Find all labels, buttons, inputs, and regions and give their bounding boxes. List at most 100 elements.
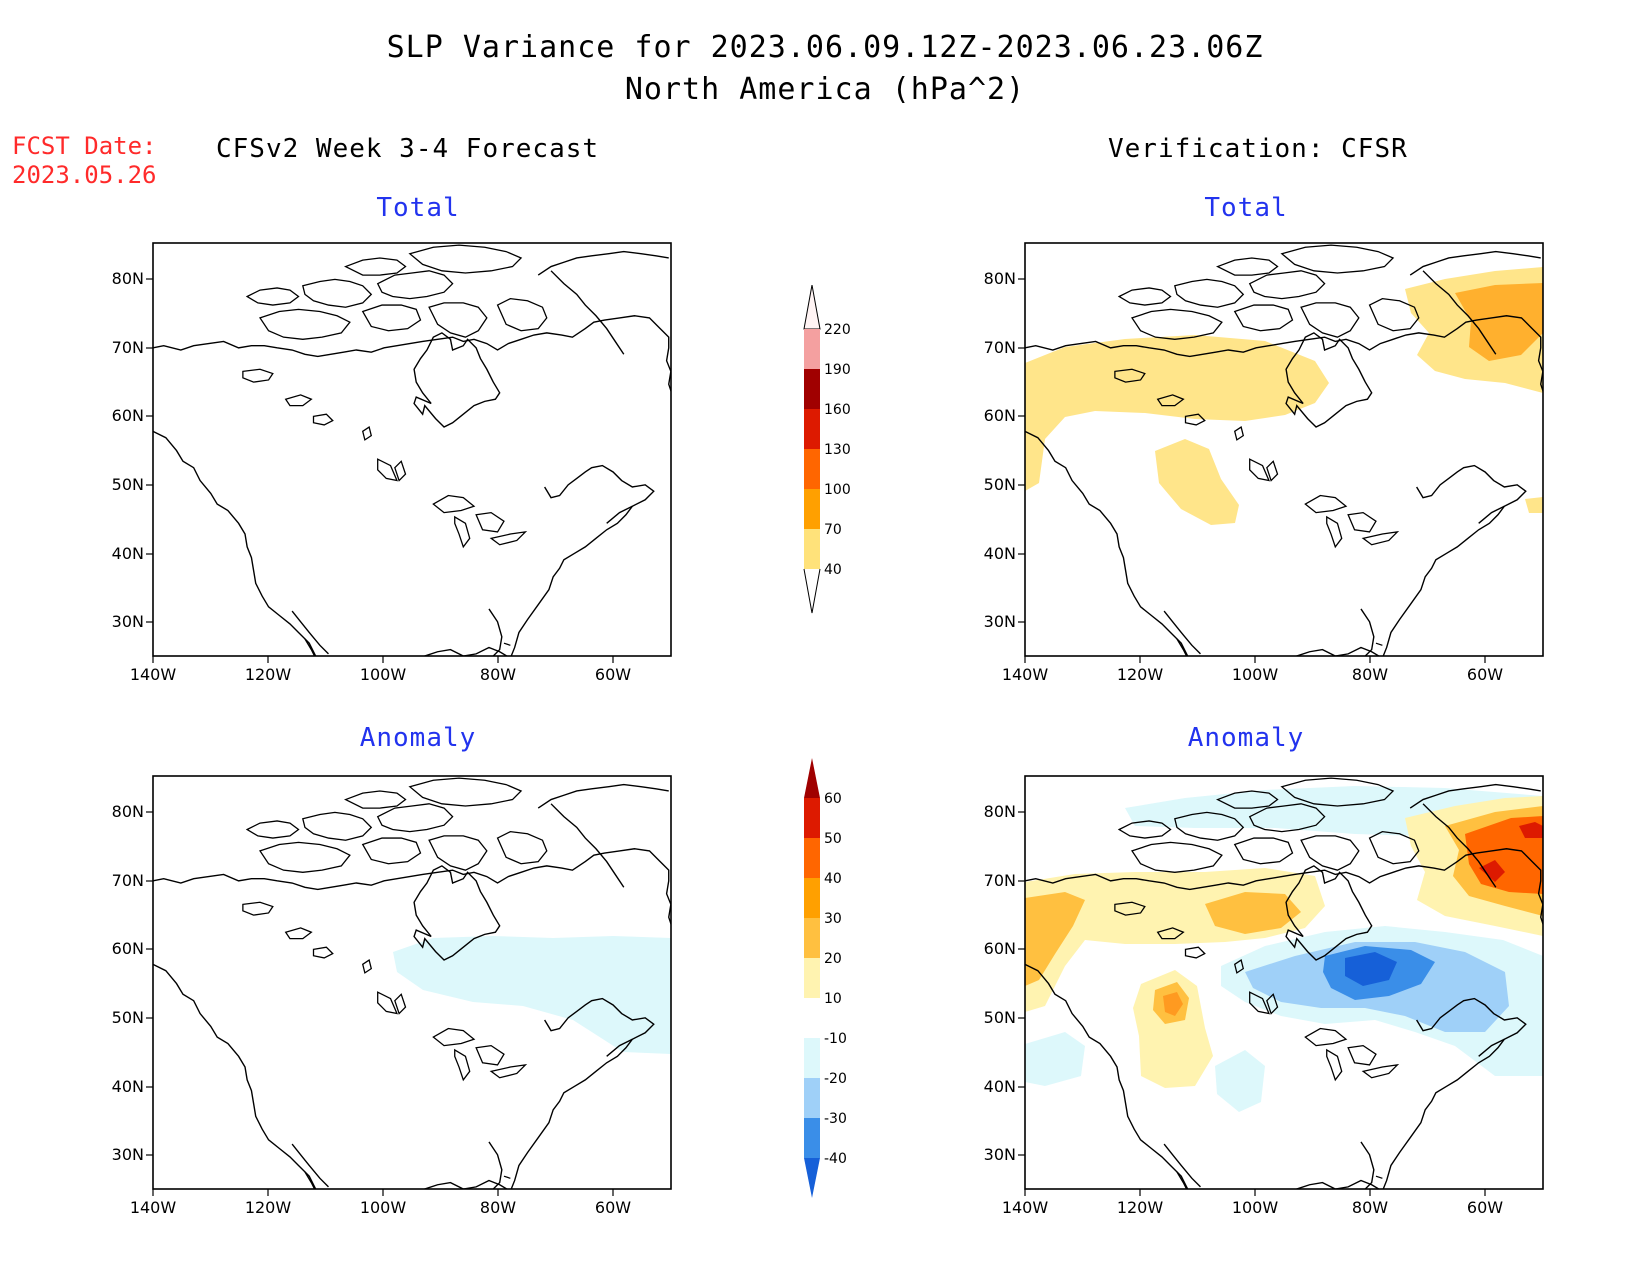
lat-label: 60N bbox=[112, 406, 144, 425]
figure-subtitle: North America (hPa^2) bbox=[624, 72, 1026, 107]
svg-text:50N: 50N bbox=[112, 1008, 144, 1027]
svg-text:60N: 60N bbox=[984, 406, 1016, 425]
svg-text:50: 50 bbox=[824, 831, 842, 847]
svg-text:100W: 100W bbox=[1232, 1198, 1279, 1217]
svg-text:60N: 60N bbox=[112, 939, 144, 958]
contour-neg10-hudson bbox=[393, 936, 671, 1054]
lat-label: 70N bbox=[112, 338, 144, 357]
cbar-swatch bbox=[804, 489, 820, 529]
cbar-swatch bbox=[804, 529, 820, 569]
svg-text:-20: -20 bbox=[824, 1071, 847, 1087]
cbar-swatch bbox=[804, 369, 820, 409]
svg-text:-40: -40 bbox=[824, 1151, 847, 1167]
svg-text:30N: 30N bbox=[984, 612, 1016, 631]
svg-text:80N: 80N bbox=[984, 269, 1016, 288]
fcst-date-value: 2023.05.26 bbox=[12, 161, 157, 189]
axis-labels: 80N 70N 60N 50N 40N 30N 140W 120W 100W 8… bbox=[112, 269, 632, 684]
cbar-swatch bbox=[804, 449, 820, 489]
svg-text:140W: 140W bbox=[130, 1198, 177, 1217]
lat-label: 40N bbox=[112, 544, 144, 563]
svg-text:40N: 40N bbox=[984, 1077, 1016, 1096]
svg-text:80N: 80N bbox=[984, 802, 1016, 821]
cbar-swatch bbox=[804, 409, 820, 449]
cbar-swatch bbox=[804, 918, 820, 958]
lat-label: 50N bbox=[112, 475, 144, 494]
svg-text:20: 20 bbox=[824, 951, 842, 967]
cbar-swatch bbox=[804, 1118, 820, 1158]
contour-40-70-west bbox=[1025, 335, 1329, 491]
svg-text:-30: -30 bbox=[824, 1111, 847, 1127]
panel-title-verification-anomaly: Anomaly bbox=[1187, 723, 1305, 753]
cbar-swatch bbox=[804, 1078, 820, 1118]
contour-40-70-prairies bbox=[1155, 439, 1239, 525]
svg-text:80W: 80W bbox=[480, 1198, 516, 1217]
svg-text:100W: 100W bbox=[1232, 665, 1279, 684]
panel-title-forecast-anomaly: Anomaly bbox=[359, 723, 477, 753]
colorbar-anomaly: 60 50 40 30 20 10 -10 -20 -30 -40 bbox=[790, 758, 870, 1212]
cbar-swatch bbox=[804, 878, 820, 918]
svg-text:80W: 80W bbox=[1352, 665, 1388, 684]
svg-text:60W: 60W bbox=[1467, 1198, 1503, 1217]
colorbar-total: 220 190 160 130 100 70 40 bbox=[790, 284, 870, 619]
left-column-header: CFSv2 Week 3-4 Forecast bbox=[216, 134, 600, 164]
cbar-swatch bbox=[804, 798, 820, 838]
figure-title: SLP Variance for 2023.06.09.12Z-2023.06.… bbox=[386, 30, 1264, 65]
svg-text:40N: 40N bbox=[984, 544, 1016, 563]
lon-label: 140W bbox=[130, 665, 177, 684]
panel-forecast-total: 80N 70N 60N 50N 40N 30N 140W 120W 100W 8… bbox=[80, 220, 700, 704]
lon-label: 120W bbox=[245, 665, 292, 684]
panel-verification-anomaly: 80N 70N 60N 50N 40N 30N 140W 120W 100W 8… bbox=[952, 753, 1572, 1237]
svg-text:100W: 100W bbox=[360, 1198, 407, 1217]
contour-70-100-greenland bbox=[1455, 283, 1543, 361]
svg-text:80W: 80W bbox=[1352, 1198, 1388, 1217]
svg-text:190: 190 bbox=[824, 362, 851, 378]
panel-forecast-anomaly: 80N 70N 60N 50N 40N 30N 140W 120W 100W 8… bbox=[80, 753, 700, 1237]
svg-text:40: 40 bbox=[824, 562, 842, 578]
svg-text:60W: 60W bbox=[595, 1198, 631, 1217]
svg-text:30N: 30N bbox=[112, 1145, 144, 1164]
panel-title-forecast-total: Total bbox=[376, 193, 460, 223]
svg-text:70N: 70N bbox=[112, 871, 144, 890]
svg-text:120W: 120W bbox=[1117, 1198, 1164, 1217]
svg-text:50N: 50N bbox=[984, 475, 1016, 494]
lat-label: 30N bbox=[112, 612, 144, 631]
svg-text:30N: 30N bbox=[984, 1145, 1016, 1164]
svg-text:60: 60 bbox=[824, 791, 842, 807]
svg-text:60W: 60W bbox=[1467, 665, 1503, 684]
lon-label: 80W bbox=[480, 665, 516, 684]
fcst-date-label: FCST Date: bbox=[12, 132, 157, 160]
svg-text:100: 100 bbox=[824, 482, 851, 498]
cbar-swatch bbox=[804, 958, 820, 998]
svg-text:120W: 120W bbox=[245, 1198, 292, 1217]
lon-label: 100W bbox=[360, 665, 407, 684]
svg-text:50N: 50N bbox=[984, 1008, 1016, 1027]
svg-text:80N: 80N bbox=[112, 802, 144, 821]
svg-text:120W: 120W bbox=[1117, 665, 1164, 684]
svg-text:160: 160 bbox=[824, 402, 851, 418]
cbar-swatch bbox=[804, 1038, 820, 1078]
lat-label: 80N bbox=[112, 269, 144, 288]
panel-title-verification-total: Total bbox=[1204, 193, 1288, 223]
panel-verification-total: 80N 70N 60N 50N 40N 30N 140W 120W 100W 8… bbox=[952, 220, 1572, 704]
svg-text:70: 70 bbox=[824, 522, 842, 538]
svg-text:40: 40 bbox=[824, 871, 842, 887]
svg-text:130: 130 bbox=[824, 442, 851, 458]
axis-labels: 80N 70N 60N 50N 40N 30N bbox=[984, 802, 1016, 1164]
svg-text:10: 10 bbox=[824, 991, 842, 1007]
svg-text:40N: 40N bbox=[112, 1077, 144, 1096]
cbar-swatch bbox=[804, 998, 820, 1038]
svg-text:30: 30 bbox=[824, 911, 842, 927]
colorbar-anomaly-labels: 60 50 40 30 20 10 -10 -20 -30 -40 bbox=[824, 791, 847, 1167]
svg-text:140W: 140W bbox=[1002, 665, 1049, 684]
svg-text:70N: 70N bbox=[984, 871, 1016, 890]
lon-label: 60W bbox=[595, 665, 631, 684]
cbar-swatch bbox=[804, 838, 820, 878]
cbar-swatch bbox=[804, 329, 820, 369]
svg-text:-10: -10 bbox=[824, 1031, 847, 1047]
axis-labels: 80N 70N 60N 50N 40N 30N bbox=[984, 269, 1016, 631]
map-frame bbox=[152, 242, 672, 657]
svg-text:70N: 70N bbox=[984, 338, 1016, 357]
axis-labels: 80N 70N 60N 50N 40N 30N bbox=[112, 802, 144, 1164]
svg-text:60N: 60N bbox=[984, 939, 1016, 958]
colorbar-total-labels: 220 190 160 130 100 70 40 bbox=[824, 322, 851, 578]
